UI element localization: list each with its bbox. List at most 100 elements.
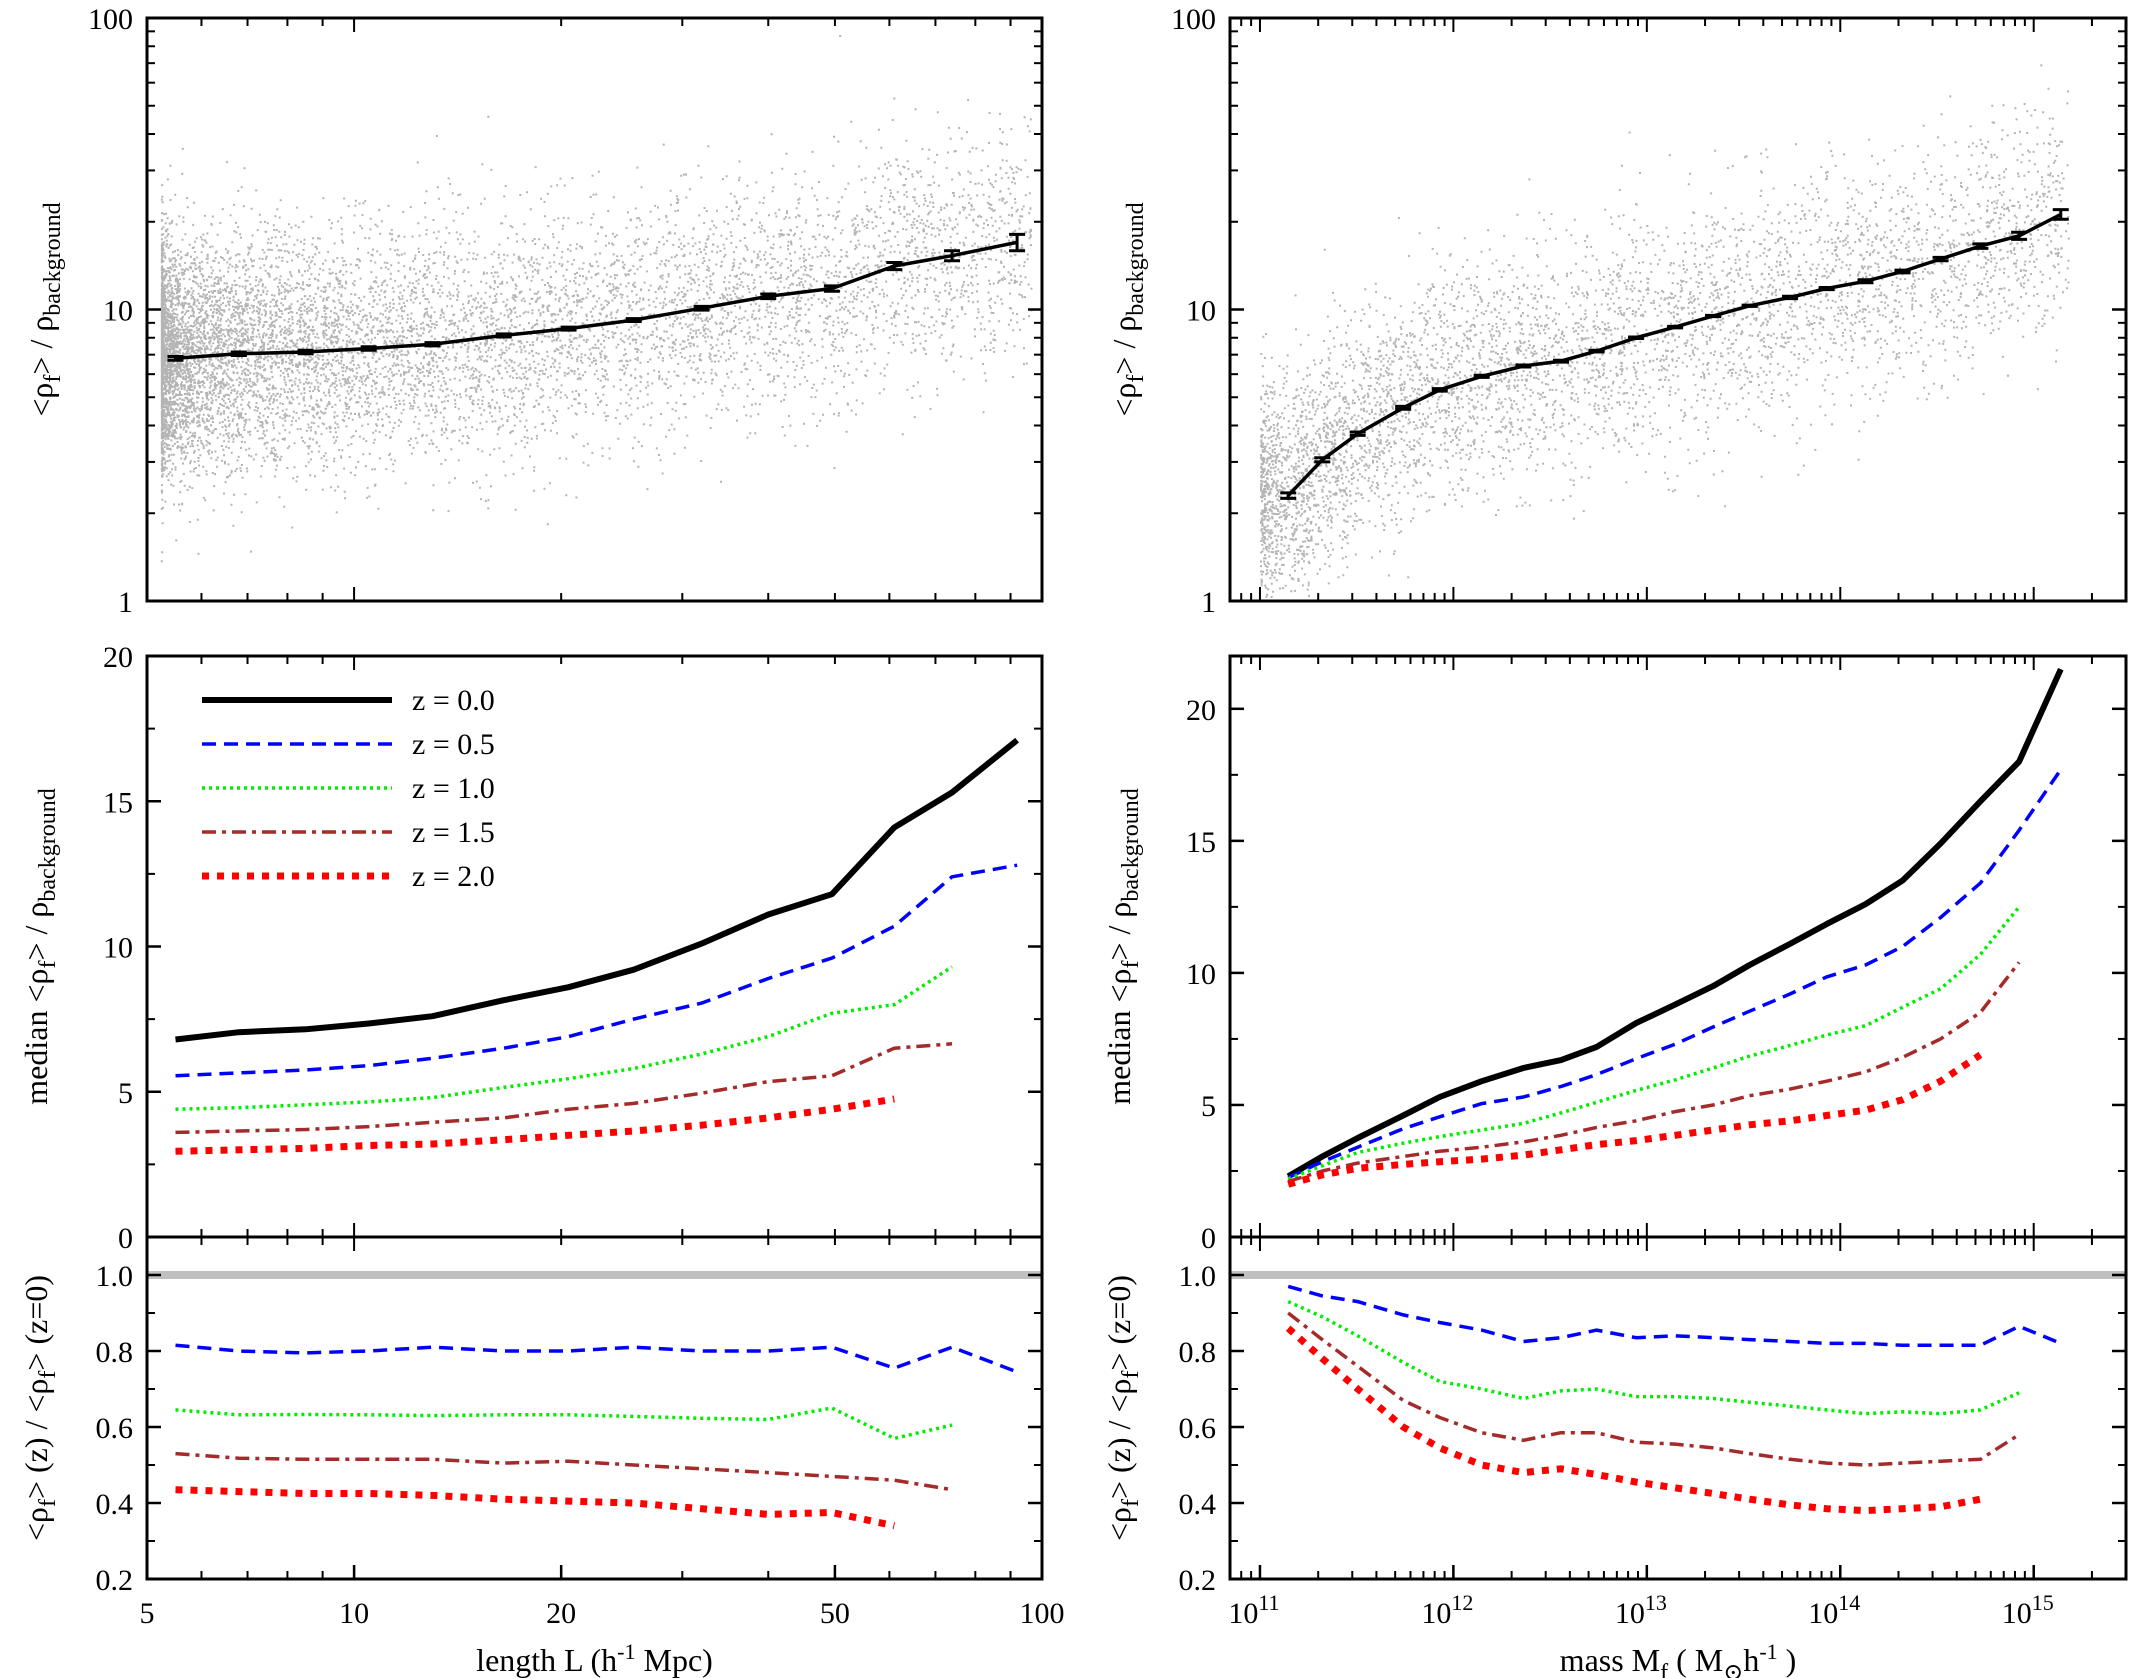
series-line-z-1-0 — [175, 965, 953, 1111]
y-tick-label: 15 — [103, 786, 133, 819]
median-point — [1515, 363, 1532, 369]
plot-area-p4 — [1286, 667, 2064, 1188]
median-point — [1705, 313, 1722, 319]
legend-label: z = 0.5 — [412, 728, 495, 761]
y-tick-label: 10 — [1186, 958, 1216, 991]
axis-label-part: f — [40, 375, 66, 383]
y-tick-label: 15 — [1186, 826, 1216, 859]
median-point — [1473, 373, 1490, 379]
median-point — [1395, 404, 1412, 411]
axis-label-part: > / ρ — [1101, 902, 1137, 961]
y-tick-label: 20 — [1186, 694, 1216, 727]
median-point — [2052, 208, 2069, 221]
y-tick-label: 0 — [1201, 1222, 1216, 1255]
axis-label-part: <ρ — [23, 383, 59, 417]
axis-label-part: > / ρ — [23, 316, 59, 375]
y-axis-label: <ρf> (z) / <ρf> (z=0) — [18, 1275, 61, 1541]
axis-label-part: median <ρ — [1101, 969, 1137, 1105]
median-point — [693, 304, 710, 312]
median-point — [1280, 491, 1297, 500]
series-line-z-0-5 — [1287, 768, 2063, 1180]
median-point — [1431, 387, 1448, 393]
axis-label-part: f — [1660, 1660, 1668, 1678]
median-point — [2011, 230, 2028, 241]
axis-label-part: f — [1118, 1371, 1144, 1379]
axis-label-part: median <ρ — [18, 969, 54, 1105]
series-line-z-0-5 — [175, 863, 1018, 1078]
axis-label-part: f — [35, 961, 61, 969]
median-point — [1667, 324, 1684, 330]
series-line-z-2-0 — [175, 1095, 895, 1155]
y-tick-label: 0.4 — [1179, 1488, 1217, 1521]
axis-label-part: length L (h — [476, 1642, 617, 1678]
median-point — [230, 350, 247, 358]
axis-label-part: <ρ — [1106, 383, 1142, 417]
series-line-z-0-5 — [175, 1343, 1018, 1374]
y-tick-label: 0.6 — [96, 1412, 134, 1445]
median-point — [1932, 255, 1949, 263]
series-line-z-1-0 — [175, 1406, 953, 1441]
y-tick-label: 5 — [118, 1077, 133, 1110]
series-line-z-1-0 — [1287, 1300, 2020, 1416]
y-tick-label: 1.0 — [96, 1260, 134, 1293]
x-tick-exponent: 12 — [1451, 1590, 1473, 1615]
axis-label-part: f — [35, 1371, 61, 1379]
series-line-z-2-0 — [1285, 1325, 1982, 1515]
axis-label-part: > (z=0) — [1101, 1275, 1137, 1371]
axis-label-part: <ρ — [18, 1507, 54, 1541]
x-tick-label: 1015 — [2002, 1590, 2054, 1630]
median-point — [495, 332, 512, 339]
series-line-z-0-0 — [1286, 667, 2064, 1179]
scatter-cloud — [1260, 64, 2070, 601]
median-point — [1588, 348, 1605, 354]
axes-frame-p6 — [1228, 1235, 2128, 1581]
axis-label-part: > / ρ — [18, 902, 54, 961]
y-tick-label: 100 — [1171, 3, 1216, 36]
series-line-z-1-5 — [1287, 961, 2021, 1184]
y-tick-label: 0 — [118, 1222, 133, 1255]
x-tick-exponent: 14 — [1838, 1590, 1860, 1615]
median-point — [1009, 232, 1026, 253]
axis-label-part: > (z=0) — [18, 1275, 54, 1371]
legend-label: z = 1.5 — [412, 816, 495, 849]
x-tick-exponent: 15 — [2032, 1590, 2054, 1615]
y-tick-label: 100 — [88, 3, 133, 36]
x-tick-label: 20 — [546, 1597, 576, 1630]
median-point — [1741, 303, 1758, 308]
plot-area-p3 — [175, 737, 1019, 1155]
legend-entry: z = 1.0 — [202, 772, 495, 805]
series-line-z-0-5 — [1287, 1284, 2062, 1348]
series-line-z-2-0 — [1287, 1051, 1983, 1188]
axis-label-part: background — [40, 202, 66, 315]
axis-label-part: <ρ — [1101, 1507, 1137, 1541]
y-tick-label: 10 — [103, 932, 133, 965]
axis-label-part: ⊙ — [1723, 1660, 1743, 1678]
x-tick-label: 10 — [339, 1597, 369, 1630]
axis-label-part: Mpc) — [636, 1642, 713, 1678]
y-tick-label: 1 — [118, 586, 133, 619]
series-line-z-1-5 — [1287, 1311, 2021, 1467]
axis-label-part: f — [1118, 961, 1144, 969]
y-tick-label: 0.2 — [1179, 1564, 1217, 1597]
y-tick-label: 0.6 — [1179, 1412, 1217, 1445]
axis-label-part: > (z) / <ρ — [18, 1379, 54, 1499]
axis-label-part: ) — [1778, 1642, 1797, 1678]
median-point — [1553, 358, 1570, 364]
axes-frame-p1 — [145, 16, 1044, 603]
axis-label-part: f — [35, 1499, 61, 1507]
y-tick-label: 1 — [1201, 586, 1216, 619]
median-point — [1857, 278, 1874, 285]
y-tick-label: 10 — [1186, 295, 1216, 328]
series-line-z-0-0 — [175, 737, 1019, 1043]
x-tick-label: 1012 — [1421, 1590, 1473, 1630]
median-point — [1894, 268, 1911, 275]
plot-area-p1 — [160, 35, 1033, 563]
y-axis-label: median <ρf> / ρbackground — [1101, 788, 1144, 1104]
median-point — [1972, 242, 1989, 250]
axis-label-part: > / ρ — [1106, 316, 1142, 375]
x-tick-label: 5 — [140, 1597, 155, 1630]
median-point — [1818, 285, 1835, 292]
median-point — [297, 348, 314, 356]
series-line-z-2-0 — [175, 1486, 896, 1530]
median-line — [175, 240, 1018, 361]
